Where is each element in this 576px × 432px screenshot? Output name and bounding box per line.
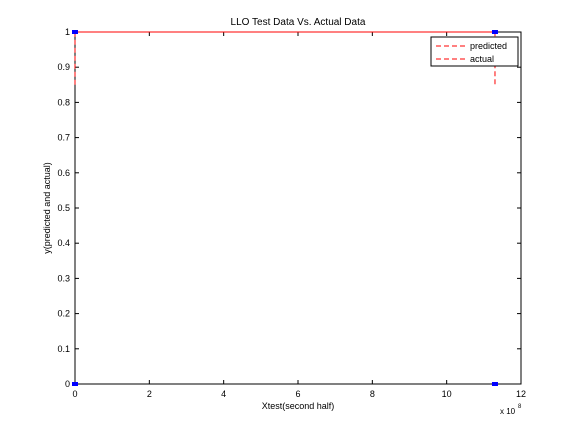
y-tick-label: 0.1 [57, 344, 70, 354]
y-tick-label: 0.5 [57, 203, 70, 213]
y-tick-label: 0.6 [57, 168, 70, 178]
x-axis-label: Xtest(second half) [262, 401, 335, 411]
x-exponent-value: 8 [518, 404, 522, 410]
x-axis-ticks: 0 2 4 6 8 10 12 [72, 32, 526, 399]
y-tick-label: 0.8 [57, 97, 70, 107]
y-tick-label: 0.7 [57, 133, 70, 143]
x-tick-label: 8 [370, 389, 375, 399]
x-tick-label: 12 [516, 389, 526, 399]
x-exponent-label: x 10 [500, 407, 516, 416]
y-axis-label: y(predicted and actual) [42, 162, 52, 254]
legend-box [430, 36, 519, 67]
y-tick-label: 1 [65, 27, 70, 37]
legend-label-predicted: predicted [470, 41, 507, 51]
data-marker [491, 30, 498, 34]
data-marker [72, 30, 78, 34]
x-tick-label: 6 [295, 389, 300, 399]
x-tick-label: 0 [72, 389, 77, 399]
y-tick-label: 0 [65, 379, 70, 389]
y-axis-ticks: 0 0.1 0.2 0.3 0.4 0.5 0.6 0.7 0.8 0.9 1 [57, 27, 521, 389]
data-marker [491, 382, 498, 386]
marker-layer [72, 30, 498, 386]
x-tick-label: 10 [442, 389, 452, 399]
legend-label-actual: actual [470, 54, 494, 64]
legend: predicted actual [430, 36, 519, 67]
y-tick-label: 0.4 [57, 238, 70, 248]
y-tick-label: 0.2 [57, 309, 70, 319]
x-tick-label: 4 [221, 389, 226, 399]
data-marker [72, 382, 78, 386]
plot-area [74, 31, 522, 385]
x-tick-label: 2 [147, 389, 152, 399]
chart-title: LLO Test Data Vs. Actual Data [231, 17, 366, 28]
y-tick-label: 0.3 [57, 273, 70, 283]
y-tick-label: 0.9 [57, 62, 70, 72]
